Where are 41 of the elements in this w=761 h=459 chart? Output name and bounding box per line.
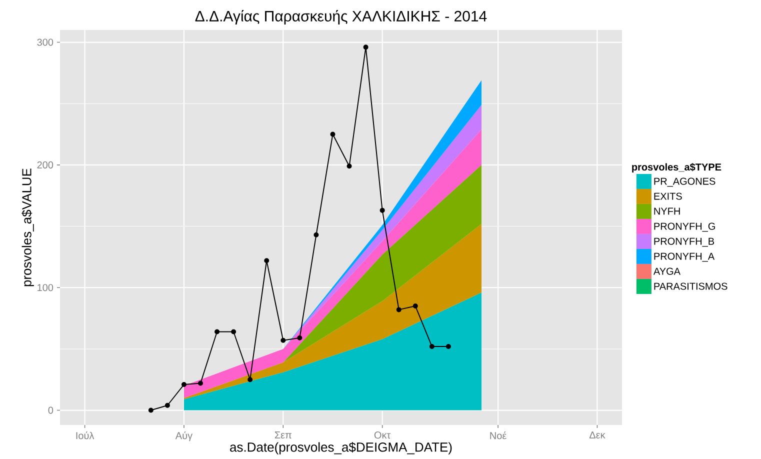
x-tick-label: Οκτ: [374, 432, 391, 439]
point: [330, 132, 336, 137]
point: [231, 329, 236, 334]
point: [198, 380, 204, 386]
legend-label: EXITS: [654, 192, 682, 200]
point: [148, 408, 154, 413]
chart-title: Δ.Δ.Αγίας Παρασκευής ΧΑΛΚΙΔΙΚΗΣ - 2014: [195, 10, 487, 24]
point: [280, 338, 286, 343]
legend-label: PARASITISMOS: [654, 282, 728, 290]
point: [248, 377, 253, 382]
point: [181, 382, 186, 388]
y-tick-label: 200: [37, 161, 54, 168]
x-axis-title: as.Date(prosvoles_a$DEIGMA_DATE): [230, 442, 452, 454]
x-tick-label: Νοέ: [490, 432, 506, 440]
point: [380, 208, 385, 213]
point: [214, 329, 220, 334]
legend-label: AYGA: [653, 268, 680, 275]
x-tick-label: Αύγ: [175, 432, 193, 442]
point: [314, 232, 319, 238]
legend-label: PRONYFH_B: [654, 238, 714, 247]
point: [429, 344, 434, 349]
point: [396, 307, 402, 312]
legend-label: PRONYFH_A: [654, 252, 715, 262]
y-tick-label: 300: [37, 38, 54, 46]
point: [363, 44, 368, 50]
x-tick-label: Σεπ: [274, 432, 292, 439]
legend-label: PR_AGONES: [654, 178, 716, 187]
point: [446, 344, 451, 349]
legend-title: prosvoles_a$TYPE: [632, 163, 722, 173]
y-axis-title: prosvoles_a$VALUE: [22, 168, 34, 286]
point: [412, 304, 418, 309]
point: [346, 164, 352, 169]
point: [164, 402, 170, 408]
y-tick-label: 100: [38, 284, 54, 292]
y-tick-label: 0: [48, 406, 54, 414]
legend-label: PRONYFH_G: [654, 222, 715, 232]
point: [297, 335, 302, 340]
point: [264, 258, 270, 264]
x-tick-label: Ιούλ: [76, 432, 94, 440]
legend-label: NYFH: [654, 208, 680, 215]
x-tick-label: Δεκ: [589, 432, 606, 439]
